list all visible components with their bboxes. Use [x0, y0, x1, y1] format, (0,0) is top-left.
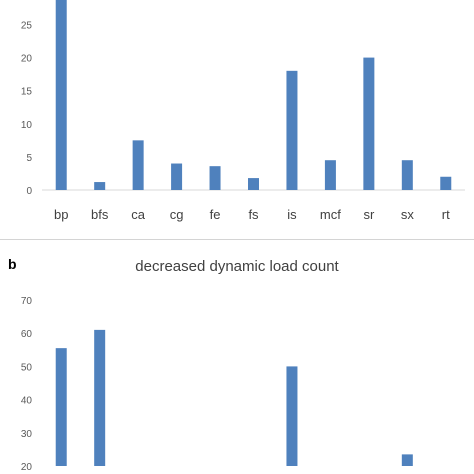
chart-a-category-label: sr	[363, 207, 375, 222]
chart-a-ytick-label: 10	[21, 120, 33, 131]
chart-a-ytick-label: 0	[26, 186, 32, 197]
chart-a-bar-fs	[248, 178, 259, 190]
chart-a-bar-rt	[440, 176, 452, 190]
chart-b-bar-bfs	[94, 329, 106, 466]
panel-divider	[0, 239, 474, 240]
chart-a-category-label: bfs	[91, 207, 109, 222]
chart-a-bar-cg	[171, 163, 183, 190]
chart-b-bar-is	[286, 366, 298, 466]
chart-a-ytick-label: 5	[26, 153, 32, 164]
chart-a-ytick-label: 20	[21, 54, 33, 65]
chart-a-bar-is	[286, 70, 298, 190]
chart-b-ytick-label: 20	[21, 462, 33, 473]
chart-a-category-label: fs	[248, 207, 259, 222]
chart-b-bar-bp	[55, 348, 67, 466]
chart-a-bar-ca	[132, 140, 144, 190]
chart-b-ytick-label: 40	[21, 396, 33, 407]
chart-a-category-label: rt	[442, 207, 450, 222]
chart-panel-b: b decreased dynamic load count 20 30 40 50 6…	[0, 246, 474, 474]
chart-a-bar-fe	[209, 166, 221, 190]
chart-a-bar-bfs	[94, 182, 106, 190]
chart-a-bar-mcf	[324, 160, 336, 190]
chart-a-category-label: ca	[131, 207, 146, 222]
chart-panel-a: 0 5 10 15 20 25 bp bfs ca cg fe fs is mcf sr sx rt	[0, 0, 474, 232]
chart-b-ytick-label: 50	[21, 362, 33, 373]
chart-b-ytick-label: 60	[21, 329, 33, 340]
chart-a-bar-bp	[55, 0, 67, 190]
chart-a-bar-sx	[401, 160, 413, 190]
panel-letter-b: b	[8, 256, 17, 272]
chart-a-bar-sr	[363, 57, 375, 190]
chart-b-bar-sx	[401, 454, 413, 466]
chart-b-svg: 20 30 40 50 60 70	[21, 296, 413, 473]
chart-a-svg: 0 5 10 15 20 25 bp bfs ca cg fe fs is mcf sr sx rt	[21, 0, 465, 222]
chart-a-category-label: fe	[210, 207, 221, 222]
chart-b-ytick-label: 30	[21, 429, 33, 440]
chart-a-ytick-label: 25	[21, 20, 33, 31]
chart-a-ytick-label: 15	[21, 87, 33, 98]
chart-a-category-label: sx	[401, 207, 415, 222]
chart-a-category-label: bp	[54, 207, 68, 222]
chart-a-category-label: mcf	[320, 207, 341, 222]
chart-b-ytick-label: 70	[21, 296, 33, 307]
chart-a-category-label: is	[287, 207, 297, 222]
chart-a-category-label: cg	[170, 207, 184, 222]
chart-title-b: decreased dynamic load count	[135, 258, 339, 275]
